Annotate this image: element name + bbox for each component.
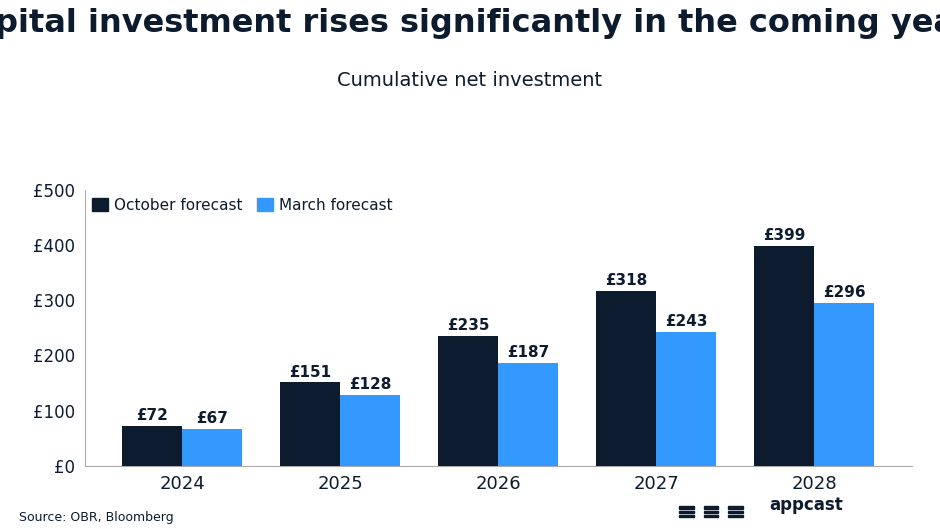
Text: Cumulative net investment: Cumulative net investment xyxy=(337,71,603,90)
Text: £318: £318 xyxy=(605,273,648,288)
Text: appcast: appcast xyxy=(770,496,843,514)
Bar xyxy=(280,382,340,466)
Bar xyxy=(728,515,743,517)
Bar xyxy=(728,506,743,509)
Bar xyxy=(704,506,718,509)
Text: £151: £151 xyxy=(290,364,331,380)
Bar xyxy=(680,510,694,513)
Text: £235: £235 xyxy=(446,318,490,333)
Text: £128: £128 xyxy=(349,377,391,393)
Bar xyxy=(680,515,694,517)
Bar xyxy=(704,515,718,517)
Text: £67: £67 xyxy=(196,411,228,426)
Text: £399: £399 xyxy=(763,228,806,243)
Text: £296: £296 xyxy=(822,285,866,300)
Bar xyxy=(754,246,814,466)
Bar xyxy=(182,428,243,466)
Bar xyxy=(340,395,400,466)
Legend: October forecast, March forecast: October forecast, March forecast xyxy=(92,198,392,213)
Bar xyxy=(438,336,498,466)
Bar xyxy=(498,363,558,466)
Bar xyxy=(680,506,694,509)
Text: Capital investment rises significantly in the coming years: Capital investment rises significantly i… xyxy=(0,8,940,39)
Text: £72: £72 xyxy=(136,408,168,423)
Bar xyxy=(728,510,743,513)
Bar xyxy=(122,426,182,466)
Bar xyxy=(656,332,716,466)
Bar xyxy=(596,290,656,466)
Text: £243: £243 xyxy=(665,314,708,329)
Text: £187: £187 xyxy=(507,345,549,360)
Bar xyxy=(814,303,874,466)
Bar xyxy=(704,510,718,513)
Text: Source: OBR, Bloomberg: Source: OBR, Bloomberg xyxy=(19,510,173,524)
